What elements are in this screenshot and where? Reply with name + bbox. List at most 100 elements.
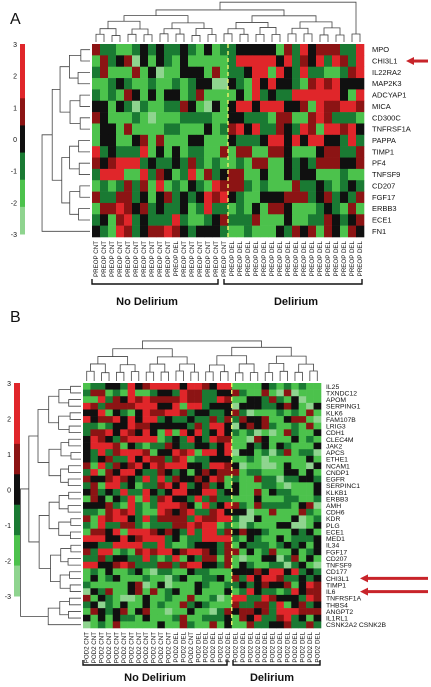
- panel-b-cell: [298, 449, 307, 457]
- panel-b-cell: [179, 548, 188, 556]
- panel-b-cell: [164, 561, 173, 569]
- panel-a-cell: [172, 225, 181, 238]
- panel-a-gene-label: ECE1: [372, 215, 392, 224]
- panel-b-cell: [224, 442, 233, 450]
- panel-b-cell: [246, 555, 255, 563]
- panel-b-cell: [283, 541, 292, 549]
- panel-b-cell: [149, 469, 158, 476]
- panel-a-cell: [132, 225, 141, 238]
- panel-b-cell: [149, 383, 158, 390]
- panel-a-column-label: PREOP CNT: [101, 241, 108, 277]
- panel-a-group-delirium: Delirium: [274, 296, 318, 308]
- panel-b-cell: [112, 422, 121, 430]
- panel-b-gene-label: KLKB1: [326, 490, 347, 497]
- panel-a-cell: [108, 214, 117, 226]
- panel-b-cell: [246, 422, 255, 430]
- panel-a-cell: [148, 157, 157, 170]
- panel-a-cell: [308, 191, 317, 204]
- panel-b-cell: [261, 561, 270, 569]
- panel-b-cell: [194, 416, 203, 424]
- panel-a-cell: [244, 100, 253, 113]
- panel-b-cell: [142, 416, 151, 424]
- panel-b-cell: [187, 588, 195, 596]
- panel-a-gene-label: PAPPA: [372, 136, 396, 145]
- panel-b-cell: [97, 548, 106, 556]
- panel-a-cell: [284, 44, 293, 56]
- panel-a-cell: [212, 55, 221, 67]
- panel-b-cell: [231, 575, 240, 582]
- panel-b-cell: [164, 488, 173, 496]
- panel-b-cell: [239, 608, 247, 616]
- panel-b-cell: [261, 455, 270, 463]
- panel-a-cell: [180, 66, 189, 79]
- panel-b-cell: [172, 608, 180, 616]
- panel-b-cell: [231, 469, 240, 476]
- panel-b-cell: [268, 575, 277, 582]
- panel-a-cell: [316, 44, 325, 56]
- panel-b-cell: [276, 442, 285, 450]
- panel-a-cell: [260, 202, 269, 215]
- panel-b-cell: [112, 475, 121, 483]
- panel-b-cell: [149, 548, 158, 556]
- panel-b-cell: [246, 462, 255, 470]
- panel-b-cell: [239, 588, 247, 596]
- panel-b-col-branch: [145, 371, 155, 381]
- panel-a-column-label: PREOP CNT: [93, 241, 100, 277]
- panel-b-cell: [142, 488, 151, 496]
- panel-b-cell: [224, 502, 233, 510]
- panel-a-cell: [204, 100, 213, 113]
- panel-a-cell: [236, 168, 245, 181]
- panel-a-cell: [252, 55, 261, 67]
- panel-b-cell: [224, 409, 233, 417]
- panel-b-cell: [112, 482, 121, 490]
- panel-b-cell: [142, 482, 151, 490]
- panel-b-cell: [179, 568, 188, 576]
- panel-b-cell: [127, 502, 136, 510]
- panel-b-cell: [172, 548, 180, 556]
- panel-b-cell: [224, 449, 233, 457]
- panel-b-cell: [164, 581, 173, 589]
- panel-b-cell: [105, 535, 114, 543]
- panel-b-cell: [194, 608, 203, 616]
- panel-a-cell: [252, 225, 261, 238]
- panel-a-cell: [252, 146, 261, 158]
- panel-b-column-label: POD2 DEL: [240, 631, 247, 662]
- panel-b-cell: [149, 429, 158, 437]
- panel-b-cell: [224, 561, 233, 569]
- panel-a-column-dendrogram: [95, 1, 361, 42]
- panel-a-col-branch: [155, 9, 285, 16]
- panel-b-cell: [97, 581, 106, 589]
- panel-b-column-label: POD2 CNT: [166, 632, 173, 664]
- panel-a-cell: [212, 100, 221, 113]
- panel-a-cell: [132, 112, 141, 124]
- panel-a-cell: [252, 191, 261, 204]
- panel-b-cell: [224, 621, 233, 629]
- panel-b-cell: [142, 462, 151, 470]
- panel-a-cell: [260, 89, 269, 102]
- panel-a-scale-tick: 2: [13, 74, 17, 81]
- panel-a-cell: [180, 112, 189, 124]
- panel-a-cell: [276, 55, 285, 67]
- panel-b-col-branch: [309, 370, 318, 381]
- panel-a-cell: [300, 168, 309, 181]
- panel-b-cell: [127, 396, 136, 404]
- panel-b-cell: [202, 462, 210, 470]
- panel-a-cell: [140, 78, 149, 90]
- panel-b-cell: [224, 455, 233, 463]
- panel-b-gene-label: TNFRSF1A: [326, 596, 362, 603]
- panel-a-cell: [204, 66, 213, 79]
- panel-a-cell: [100, 112, 109, 124]
- panel-b-cell: [283, 383, 292, 390]
- panel-b-cell: [90, 422, 99, 430]
- panel-a-cell: [340, 157, 349, 170]
- panel-a-cell: [340, 89, 349, 102]
- panel-b-cell: [231, 548, 240, 556]
- panel-a-cell: [316, 112, 325, 124]
- panel-b-cell: [105, 601, 114, 609]
- panel-b-column-dendrogram: [86, 340, 318, 381]
- panel-a-cell: [228, 180, 237, 192]
- panel-b-cell: [172, 455, 180, 463]
- panel-a-cell: [244, 134, 253, 147]
- panel-b-cell: [172, 482, 180, 490]
